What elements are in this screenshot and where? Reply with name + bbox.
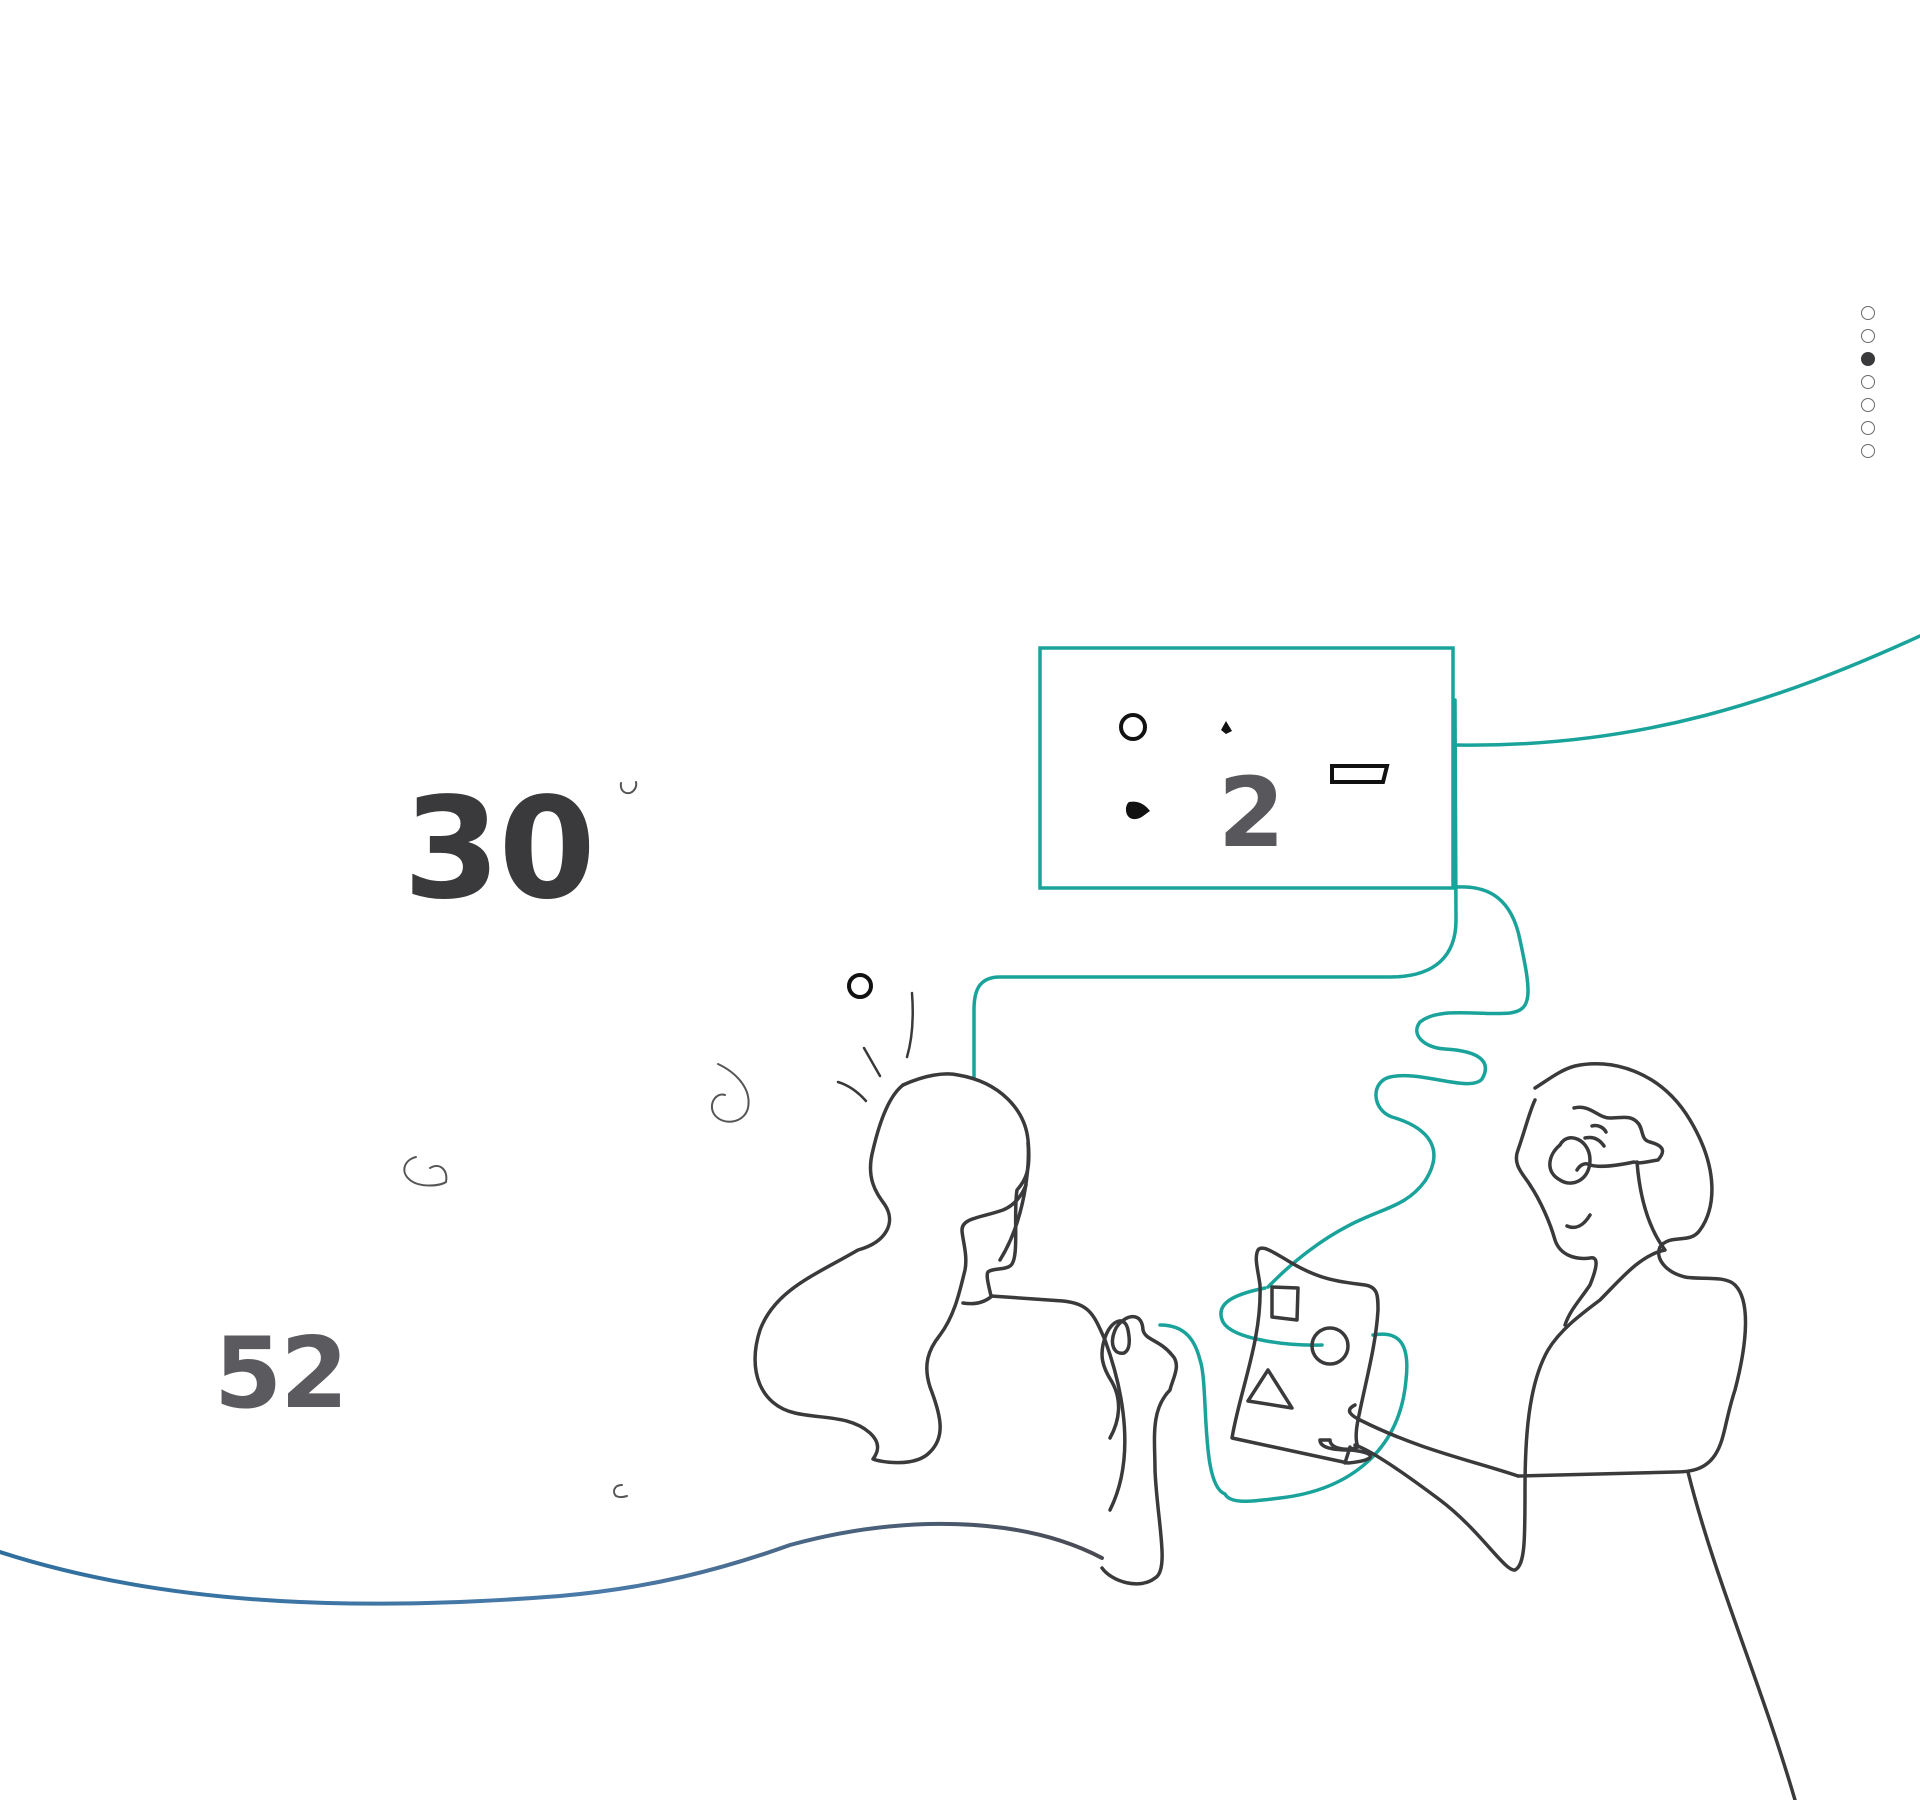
drop-icon: [1221, 721, 1232, 734]
pager-dot-2[interactable]: [1861, 329, 1875, 343]
circle-icon: [1121, 715, 1145, 739]
triangle-icon: [1248, 1370, 1292, 1408]
circle-icon: [1312, 1328, 1348, 1364]
pager-dot-1[interactable]: [1861, 306, 1875, 320]
teal-cable-left: [974, 700, 1456, 1078]
screen-number: 2: [1218, 757, 1285, 869]
stat-primary-number: 30: [403, 768, 596, 931]
circle-icon: [849, 975, 871, 997]
shape-board: [1232, 1248, 1378, 1463]
teal-curve-top-right: [1456, 636, 1920, 745]
square-icon: [1272, 1287, 1298, 1320]
pager-dot-6[interactable]: [1861, 421, 1875, 435]
pager-dot-7[interactable]: [1861, 444, 1875, 458]
person-right: [1350, 1063, 1795, 1800]
teal-cable-right: [1268, 887, 1528, 1287]
teal-loop: [1160, 1288, 1407, 1501]
screen-frame: [1040, 648, 1453, 888]
slide-pager: [1861, 306, 1877, 458]
ground-wave: [0, 1524, 1102, 1604]
surprise-marks: [838, 975, 913, 1101]
rectangle-icon: [1332, 766, 1387, 782]
swirl-icon: [404, 782, 748, 1497]
person-left: [755, 1074, 1176, 1584]
drop-icon-large: [1125, 801, 1150, 820]
pager-dot-3[interactable]: [1861, 352, 1875, 366]
pager-dot-5[interactable]: [1861, 398, 1875, 412]
pager-dot-4[interactable]: [1861, 375, 1875, 389]
stat-secondary-number: 52: [214, 1317, 348, 1431]
